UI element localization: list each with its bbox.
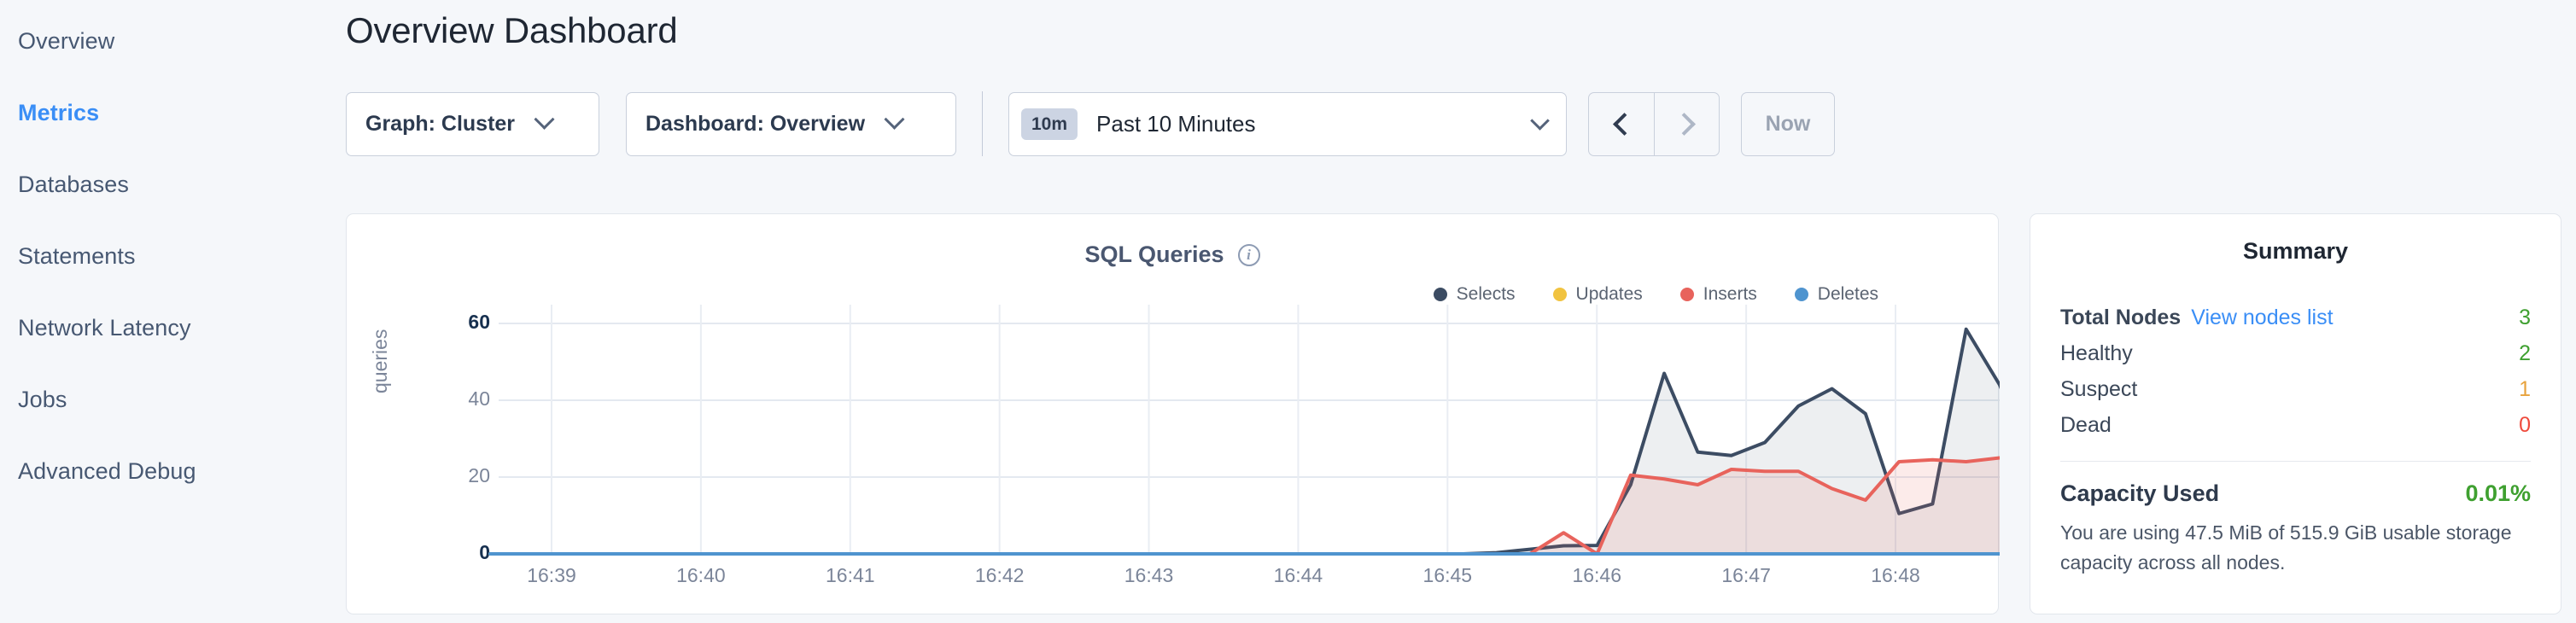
sidebar-item-label: Network Latency <box>18 314 191 341</box>
legend-label: Updates <box>1575 284 1643 304</box>
sidebar-item-network-latency[interactable]: Network Latency <box>0 292 336 364</box>
healthy-value: 2 <box>2519 341 2531 365</box>
graph-select-dropdown[interactable]: Graph: Cluster <box>346 91 599 156</box>
sidebar-item-jobs[interactable]: Jobs <box>0 364 336 435</box>
sidebar-item-statements[interactable]: Statements <box>0 220 336 292</box>
page-title: Overview Dashboard <box>346 10 678 50</box>
sidebar-item-label: Jobs <box>18 386 67 412</box>
toolbar: Graph: Cluster Dashboard: Overview 10m P… <box>346 91 1835 156</box>
x-axis-tick-label: 16:41 <box>825 564 875 586</box>
x-axis-tick-label: 16:42 <box>974 564 1025 586</box>
capacity-description: You are using 47.5 MiB of 515.9 GiB usab… <box>2060 521 2512 574</box>
x-axis-tick-label: 16:44 <box>1273 564 1323 586</box>
sidebar-item-label: Statements <box>18 242 136 269</box>
graph-select-label: Graph: Cluster <box>365 111 516 136</box>
dashboard-select-label: Dashboard: Overview <box>645 111 866 136</box>
legend-item-selects[interactable]: Selects <box>1433 284 1516 305</box>
capacity-value: 0.01% <box>2465 480 2531 506</box>
chevron-down-icon <box>884 108 905 130</box>
suspect-value: 1 <box>2519 377 2531 401</box>
dead-row: Dead 0 <box>2060 413 2531 438</box>
legend-item-inserts[interactable]: Inserts <box>1679 284 1757 305</box>
prev-range-button[interactable] <box>1589 93 1654 155</box>
x-axis-tick-label: 16:40 <box>676 564 726 586</box>
legend-label: Deletes <box>1817 284 1878 304</box>
legend-swatch-icon <box>1794 288 1808 301</box>
toolbar-divider <box>982 91 983 156</box>
y-axis-tick-label: 60 <box>468 311 490 333</box>
capacity-label: Capacity Used <box>2060 480 2220 506</box>
suspect-label: Suspect <box>2060 377 2138 401</box>
capacity-row: Capacity Used 0.01% <box>2060 480 2531 507</box>
summary-title: Summary <box>2242 238 2349 264</box>
summary-body: Total Nodes View nodes list 3 Healthy 2 … <box>2030 306 2561 577</box>
time-range-picker[interactable]: 10m Past 10 Minutes <box>1008 91 1567 156</box>
sidebar-item-label: Metrics <box>18 99 100 125</box>
sql-queries-chart-card: SQL Queries i Selects Updates Inserts Delet… <box>346 213 2000 615</box>
cards-container: SQL Queries i Selects Updates Inserts Delet… <box>336 196 2576 623</box>
next-range-button[interactable] <box>1654 92 1719 155</box>
legend-item-updates[interactable]: Updates <box>1552 284 1643 305</box>
chevron-right-icon <box>1672 112 1696 136</box>
y-axis-tick-label: 20 <box>468 464 490 486</box>
legend-item-deletes[interactable]: Deletes <box>1794 284 1878 305</box>
legend-swatch-icon <box>1679 288 1694 301</box>
x-axis-ticks: 16:39 16:40 16:41 16:42 16:43 16:44 16:45 16:46… <box>347 564 2000 598</box>
info-icon[interactable]: i <box>1237 243 1260 266</box>
suspect-row: Suspect 1 <box>2060 377 2531 402</box>
chart-title-row: SQL Queries i <box>347 242 1998 268</box>
view-nodes-list-link[interactable]: View nodes list <box>2191 306 2334 329</box>
sidebar-item-label: Advanced Debug <box>18 457 196 484</box>
sidebar-item-label: Overview <box>18 27 115 54</box>
x-axis-tick-label: 16:46 <box>1572 564 1621 586</box>
sidebar-item-databases[interactable]: Databases <box>0 148 336 220</box>
legend-label: Inserts <box>1703 284 1757 304</box>
sidebar-item-metrics[interactable]: Metrics <box>0 77 336 148</box>
dead-value: 0 <box>2519 413 2531 437</box>
y-axis-tick-label: 0 <box>479 541 490 563</box>
now-button-label: Now <box>1765 111 1811 136</box>
dead-label: Dead <box>2060 413 2112 437</box>
healthy-label: Healthy <box>2060 341 2133 365</box>
time-range-badge: 10m <box>1021 108 1078 140</box>
legend-swatch-icon <box>1552 288 1567 301</box>
summary-divider <box>2060 461 2531 462</box>
main-content: Overview Dashboard Graph: Cluster Dashbo… <box>336 0 2576 623</box>
range-nav-group <box>1588 91 1720 156</box>
y-axis-tick-label: 40 <box>468 387 490 410</box>
sidebar-item-label: Databases <box>18 171 129 197</box>
sidebar-item-overview[interactable]: Overview <box>0 5 336 77</box>
chart-plot-area: queries 0 20 40 60 16:39 16:40 16:41 16:42 16:4… <box>347 214 2000 615</box>
healthy-row: Healthy 2 <box>2060 341 2531 366</box>
now-button[interactable]: Now <box>1741 91 1835 156</box>
chevron-down-icon <box>1530 111 1550 131</box>
chart-title: SQL Queries <box>1084 242 1224 267</box>
legend-swatch-icon <box>1433 288 1447 301</box>
chart-svg <box>488 305 2000 556</box>
sidebar-item-advanced-debug[interactable]: Advanced Debug <box>0 435 336 507</box>
legend-label: Selects <box>1456 284 1516 304</box>
total-nodes-label: Total Nodes <box>2060 306 2182 329</box>
x-axis-tick-label: 16:45 <box>1422 564 1473 586</box>
chart-legend: Selects Updates Inserts Deletes <box>1433 284 1878 305</box>
summary-card: Summary Total Nodes View nodes list 3 He… <box>2030 213 2561 614</box>
y-axis-ticks: 0 20 40 60 <box>379 214 490 615</box>
sidebar: Overview Metrics Databases Statements Ne… <box>0 0 336 623</box>
total-nodes-row: Total Nodes View nodes list 3 <box>2060 306 2531 330</box>
time-range-label: Past 10 Minutes <box>1096 110 1256 137</box>
x-axis-tick-label: 16:47 <box>1721 564 1771 586</box>
total-nodes-value: 3 <box>2519 306 2531 329</box>
dashboard-select-dropdown[interactable]: Dashboard: Overview <box>626 91 956 156</box>
chevron-down-icon <box>534 108 555 130</box>
x-axis-tick-label: 16:43 <box>1124 564 1174 586</box>
x-axis-tick-label: 16:39 <box>527 564 576 586</box>
chevron-left-icon <box>1613 112 1636 136</box>
x-axis-tick-label: 16:48 <box>1871 564 1920 586</box>
